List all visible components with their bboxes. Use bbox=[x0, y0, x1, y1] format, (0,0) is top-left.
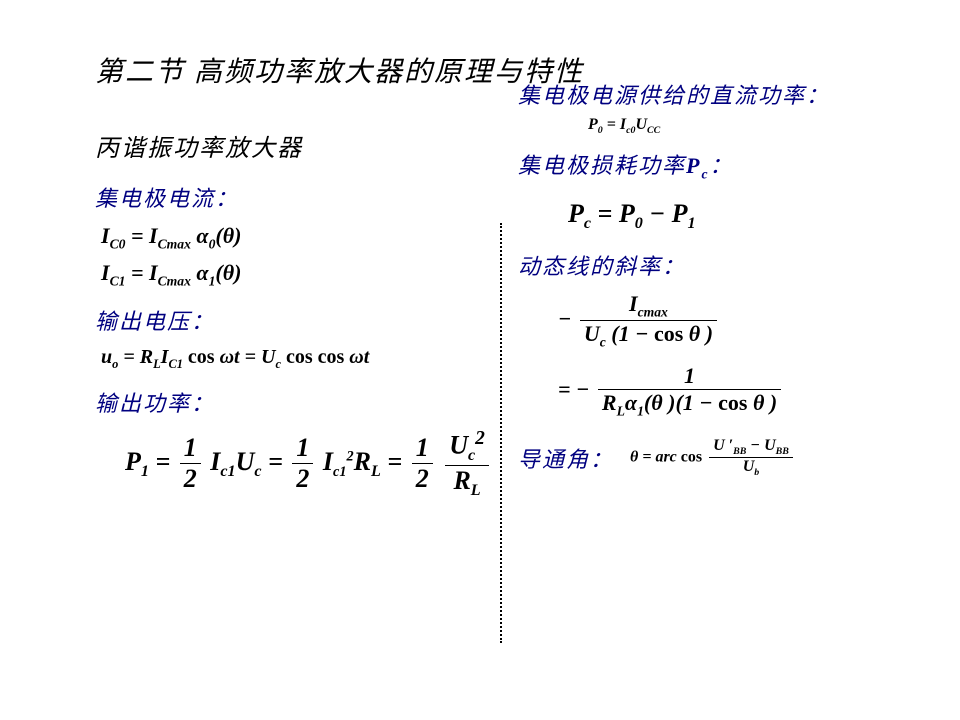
eq-uo: uo = RLIC1 cos ωt = Uc cos cos ωt bbox=[101, 346, 490, 372]
eq-theta: θ = arc cos U ′BB − UBB Ub bbox=[630, 437, 796, 478]
label-conduction-angle: 导通角： bbox=[518, 442, 614, 474]
left-subtitle: 丙谐振功率放大器 bbox=[95, 128, 490, 163]
label-collector-loss: 集电极损耗功率Pc： bbox=[518, 148, 890, 182]
right-column: 集电极电源供给的直流功率： P0 = Ic0UCC 集电极损耗功率Pc： Pc … bbox=[500, 118, 890, 500]
eq-p0: P0 = Ic0UCC bbox=[588, 116, 890, 136]
eq-ic0: IC0 = ICmax α0(θ) bbox=[101, 223, 490, 252]
label-output-voltage: 输出电压： bbox=[95, 304, 490, 336]
eq-p1: P1 = 12 Ic1Uc = 12 Ic12RL = 12 Uc2RL bbox=[125, 428, 490, 500]
eq-slope-1: − Icmax Uc (1 − cos θ ) bbox=[558, 291, 890, 351]
label-dc-power: 集电极电源供给的直流功率： bbox=[518, 78, 890, 110]
left-column: 丙谐振功率放大器 集电极电流： IC0 = ICmax α0(θ) IC1 = … bbox=[95, 118, 490, 500]
label-loss-post: ： bbox=[710, 153, 734, 178]
label-collector-current: 集电极电流： bbox=[95, 181, 490, 213]
column-divider bbox=[500, 223, 502, 643]
label-output-power: 输出功率： bbox=[95, 386, 490, 418]
label-loss-pre: 集电极损耗功率 bbox=[518, 153, 686, 178]
label-slope: 动态线的斜率： bbox=[518, 249, 890, 281]
eq-ic1: IC1 = ICmax α1(θ) bbox=[101, 260, 490, 289]
eq-pc: Pc = P0 − P1 bbox=[568, 199, 890, 233]
eq-slope-2: = − 1 RLα1(θ )(1 − cos θ ) bbox=[558, 363, 890, 419]
